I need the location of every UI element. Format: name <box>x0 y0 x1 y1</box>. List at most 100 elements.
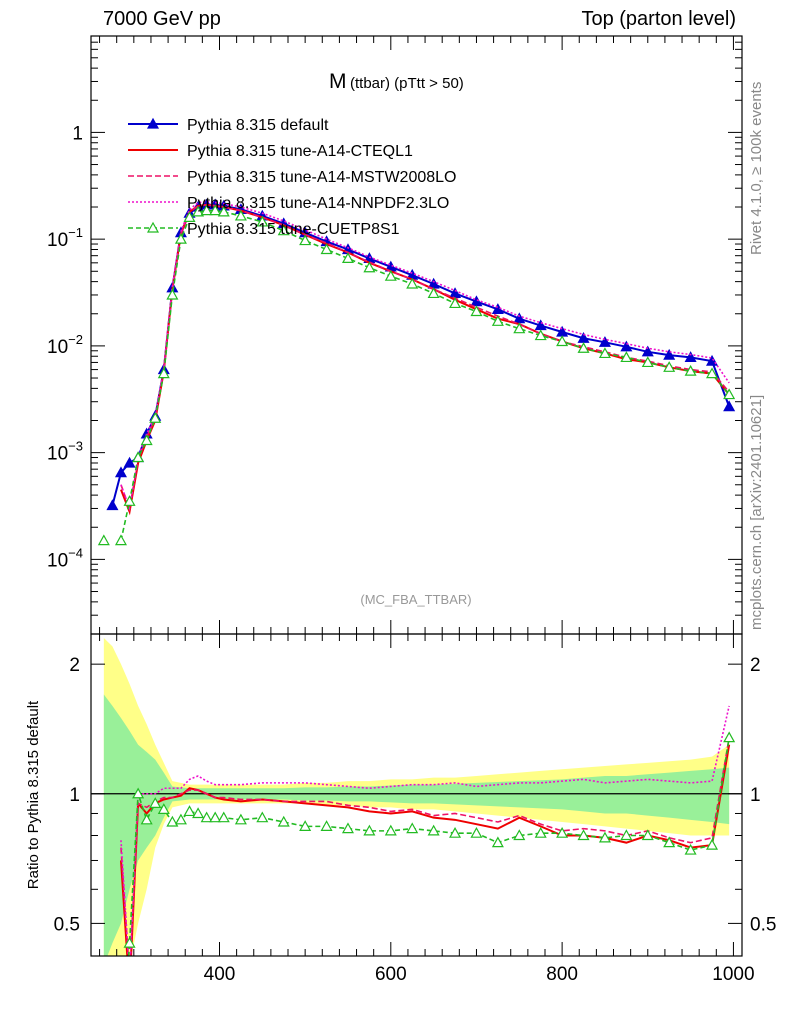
legend: Pythia 8.315 default Pythia 8.315 tune-A1… <box>128 117 456 238</box>
data-point <box>556 826 569 838</box>
y-tick-label: 10−2 <box>47 332 83 358</box>
y-tick-label: 10−3 <box>47 439 83 465</box>
data-point <box>491 315 504 326</box>
data-point <box>534 826 547 838</box>
ratio-y-tick-label: 2 <box>69 655 80 676</box>
data-point <box>140 434 153 446</box>
data-point <box>299 820 312 831</box>
data-point <box>663 836 676 848</box>
data-point <box>427 287 440 299</box>
main-title: M <box>329 70 347 93</box>
data-point <box>723 388 736 400</box>
data-point <box>256 215 269 227</box>
header-right: Top (parton level) <box>581 8 736 30</box>
data-point <box>684 351 697 363</box>
data-point <box>277 224 290 236</box>
ratio-panel: 0.5 0.5 1 1 2 2 400 600 800 1000 Ratio to Pythia … <box>25 633 776 985</box>
series-line <box>120 203 730 512</box>
main-series-pythia-8-315-default <box>106 198 736 511</box>
legend-label: Pythia 8.315 tune-CUETP8S1 <box>187 221 400 238</box>
data-point <box>620 351 633 363</box>
ratio-series-pythia-8-315-tune-a14-nnpdf2-3lo <box>120 705 730 956</box>
data-point <box>706 367 719 379</box>
data-point <box>234 813 247 825</box>
ratio-y-tick-label-right: 0.5 <box>750 914 776 935</box>
data-point <box>209 204 222 216</box>
data-point <box>641 829 654 841</box>
data-point <box>183 805 196 817</box>
legend-item-pythia-8-315-tune-a14-nnpdf2-3lo: Pythia 8.315 tune-A14-NNPDF2.3LO <box>128 195 449 212</box>
data-point <box>132 787 145 799</box>
data-point <box>217 205 230 217</box>
ratio-ylabel: Ratio to Pythia 8.315 default <box>25 700 42 889</box>
series-line <box>120 737 730 956</box>
data-point <box>363 824 376 836</box>
data-point <box>149 797 162 808</box>
ratio-y-tick-label-right: 2 <box>750 655 761 676</box>
legend-marker <box>146 221 160 233</box>
data-point <box>123 495 136 506</box>
mcplots-label: mcplots.cern.ch [arXiv:2401.10621] <box>748 394 765 630</box>
main-subtitle: (ttbar) (pTtt > 50) <box>350 75 464 92</box>
data-point <box>200 204 213 216</box>
legend-item-pythia-8-315-tune-a14-mstw2008lo: Pythia 8.315 tune-A14-MSTW2008LO <box>128 169 456 186</box>
data-point <box>157 803 170 814</box>
data-point <box>97 534 110 546</box>
data-point <box>363 261 376 273</box>
data-point <box>684 364 697 376</box>
data-point <box>706 838 719 850</box>
data-point <box>256 811 269 823</box>
legend-label: Pythia 8.315 default <box>187 117 329 134</box>
data-point <box>299 234 312 246</box>
data-point <box>491 836 504 848</box>
series-line <box>111 203 731 506</box>
legend-label: Pythia 8.315 tune-A14-NNPDF2.3LO <box>187 195 449 212</box>
data-point <box>641 345 654 357</box>
data-point <box>174 813 187 825</box>
data-point <box>577 829 590 841</box>
legend-item-pythia-8-315-tune-cuetp8s1: Pythia 8.315 tune-CUETP8S1 <box>128 221 400 238</box>
data-point <box>556 335 569 347</box>
data-point <box>470 826 483 838</box>
data-point <box>723 400 736 412</box>
data-point <box>598 336 611 347</box>
main-series-pythia-8-315-tune-a14-cteql1 <box>120 203 730 516</box>
ratio-series-pythia-8-315-tune-a14-mstw2008lo <box>120 737 730 956</box>
x-tick-label: 800 <box>546 964 578 985</box>
data-point <box>192 205 205 217</box>
ratio-bands <box>91 638 742 956</box>
y-tick-label: 10−1 <box>47 225 83 251</box>
series-line <box>120 209 730 541</box>
main-series-group <box>97 198 736 546</box>
x-tick-label: 1000 <box>712 964 754 985</box>
x-tick-label: 400 <box>204 964 236 985</box>
header-left: 7000 GeV pp <box>103 8 221 30</box>
data-point <box>641 356 654 368</box>
data-point <box>174 232 187 244</box>
data-point <box>577 342 590 353</box>
y-tick-label: 1 <box>72 123 83 144</box>
y-tick-label: 10−4 <box>47 545 83 571</box>
data-point <box>406 277 419 289</box>
main-series-pythia-8-315-tune-a14-nnpdf2-3lo <box>120 200 730 512</box>
legend-label: Pythia 8.315 tune-A14-MSTW2008LO <box>187 169 456 186</box>
data-point <box>513 322 526 334</box>
x-tick-label: 600 <box>375 964 407 985</box>
data-point <box>106 499 119 511</box>
data-point <box>277 815 290 827</box>
data-point <box>166 815 179 827</box>
data-point <box>123 456 136 468</box>
main-axis-ticks: 10−4 10−3 10−2 10−1 1 <box>47 35 742 635</box>
data-point <box>157 367 170 379</box>
legend-item-pythia-8-315-default: Pythia 8.315 default <box>128 117 329 134</box>
data-point <box>320 820 333 831</box>
data-point <box>114 466 127 478</box>
data-point <box>149 412 162 423</box>
data-point <box>470 305 483 317</box>
ratio-frame <box>90 633 743 957</box>
legend-marker <box>146 117 160 129</box>
data-point <box>620 829 633 841</box>
ratio-series-pythia-8-315-tune-cuetp8s1 <box>123 731 736 956</box>
series-line <box>120 203 730 516</box>
